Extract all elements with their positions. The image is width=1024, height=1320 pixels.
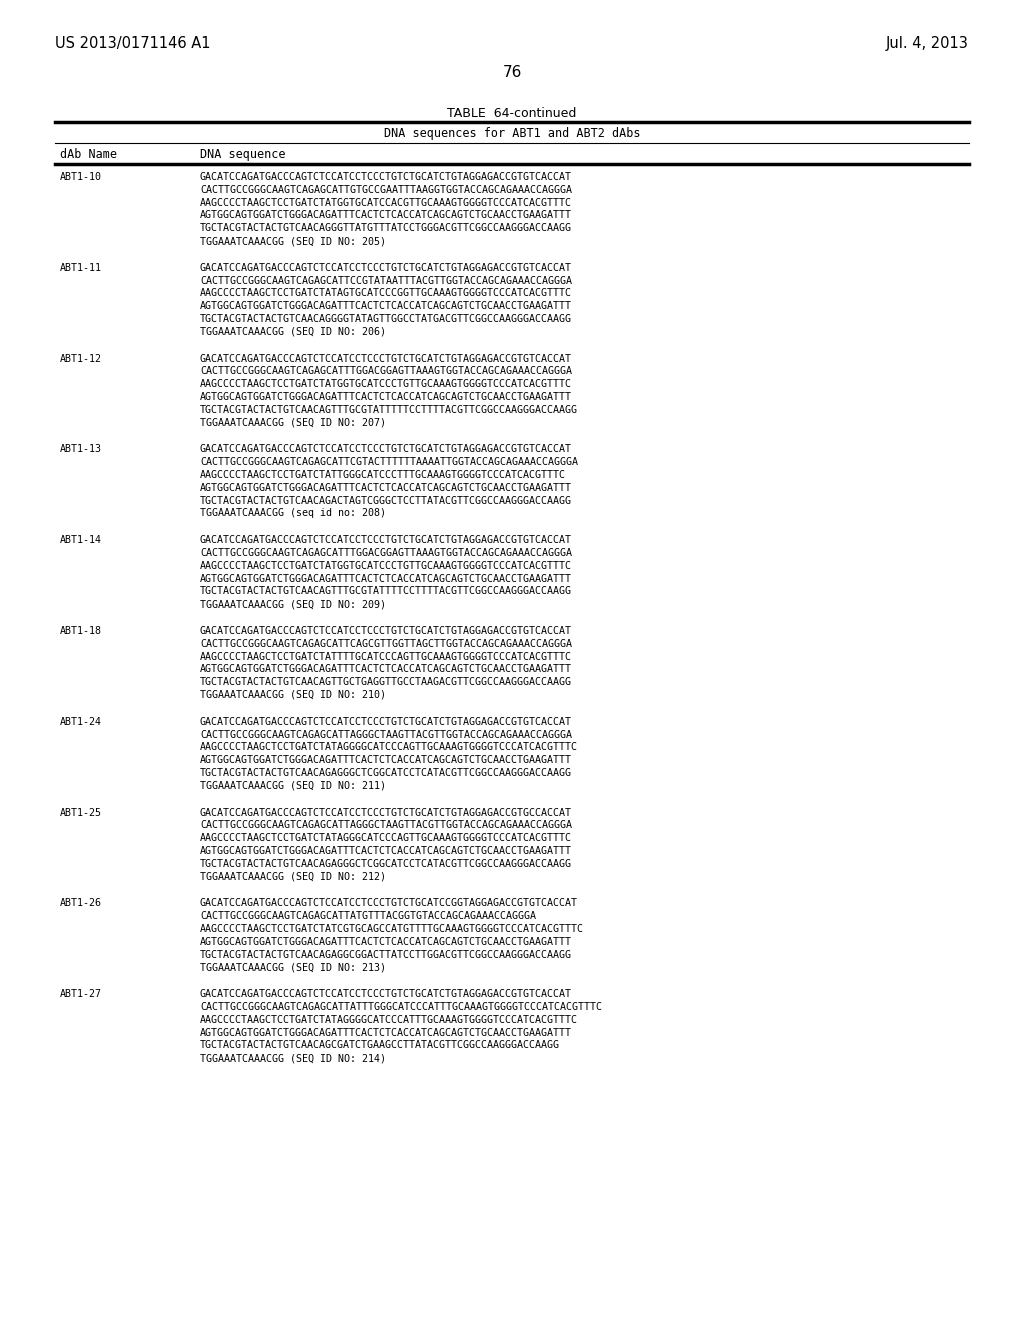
Text: TGCTACGTACTACTGTCAACAGAGGGCTCGGCATCCTCATACGTTCGGCCAAGGGACCAAGG: TGCTACGTACTACTGTCAACAGAGGGCTCGGCATCCTCAT…	[200, 859, 572, 869]
Text: CACTTGCCGGGCAAGTCAGAGCATTCAGCGTTGGTTAGCTTGGTACCAGCAGAAACCAGGGA: CACTTGCCGGGCAAGTCAGAGCATTCAGCGTTGGTTAGCT…	[200, 639, 572, 649]
Text: ABT1-10: ABT1-10	[60, 172, 102, 182]
Text: GACATCCAGATGACCCAGTCTCCATCCTCCCTGTCTGCATCTGTAGGAGACCGTGCCACCAT: GACATCCAGATGACCCAGTCTCCATCCTCCCTGTCTGCAT…	[200, 808, 572, 817]
Text: Jul. 4, 2013: Jul. 4, 2013	[886, 36, 969, 51]
Text: TGCTACGTACTACTGTCAACAGTTTGCGTATTTTCCTTTTACGTTCGGCCAAGGGACCAAGG: TGCTACGTACTACTGTCAACAGTTTGCGTATTTTCCTTTT…	[200, 586, 572, 597]
Text: CACTTGCCGGGCAAGTCAGAGCATTATGTTTACGGTGTACCAGCAGAAACCAGGGA: CACTTGCCGGGCAAGTCAGAGCATTATGTTTACGGTGTAC…	[200, 911, 536, 921]
Text: TGCTACGTACTACTGTCAACAGCGATCTGAAGCCTTATACGTTCGGCCAAGGGACCAAGG: TGCTACGTACTACTGTCAACAGCGATCTGAAGCCTTATAC…	[200, 1040, 560, 1051]
Text: AGTGGCAGTGGATCTGGGACAGATTTCACTCTCACCATCAGCAGTCTGCAACCTGAAGATTT: AGTGGCAGTGGATCTGGGACAGATTTCACTCTCACCATCA…	[200, 483, 572, 492]
Text: US 2013/0171146 A1: US 2013/0171146 A1	[55, 36, 211, 51]
Text: AGTGGCAGTGGATCTGGGACAGATTTCACTCTCACCATCAGCAGTCTGCAACCTGAAGATTT: AGTGGCAGTGGATCTGGGACAGATTTCACTCTCACCATCA…	[200, 574, 572, 583]
Text: GACATCCAGATGACCCAGTCTCCATCCTCCCTGTCTGCATCTGTAGGAGACCGTGTCACCAT: GACATCCAGATGACCCAGTCTCCATCCTCCCTGTCTGCAT…	[200, 717, 572, 727]
Text: TGGAAATCAAACGG (SEQ ID NO: 212): TGGAAATCAAACGG (SEQ ID NO: 212)	[200, 871, 386, 882]
Text: DNA sequences for ABT1 and ABT2 dAbs: DNA sequences for ABT1 and ABT2 dAbs	[384, 127, 640, 140]
Text: AAGCCCCTAAGCTCCTGATCTATTGGGCATCCCTTTGCAAAGTGGGGTCCCATCACGTTTC: AAGCCCCTAAGCTCCTGATCTATTGGGCATCCCTTTGCAA…	[200, 470, 566, 480]
Text: TGGAAATCAAACGG (SEQ ID NO: 207): TGGAAATCAAACGG (SEQ ID NO: 207)	[200, 417, 386, 428]
Text: DNA sequence: DNA sequence	[200, 148, 286, 161]
Text: GACATCCAGATGACCCAGTCTCCATCCTCCCTGTCTGCATCCGGTAGGAGACCGTGTCACCAT: GACATCCAGATGACCCAGTCTCCATCCTCCCTGTCTGCAT…	[200, 899, 578, 908]
Text: AGTGGCAGTGGATCTGGGACAGATTTCACTCTCACCATCAGCAGTCTGCAACCTGAAGATTT: AGTGGCAGTGGATCTGGGACAGATTTCACTCTCACCATCA…	[200, 937, 572, 946]
Text: AAGCCCCTAAGCTCCTGATCTATGGTGCATCCCTGTTGCAAAGTGGGGTCCCATCACGTTTC: AAGCCCCTAAGCTCCTGATCTATGGTGCATCCCTGTTGCA…	[200, 561, 572, 570]
Text: AGTGGCAGTGGATCTGGGACAGATTTCACTCTCACCATCAGCAGTCTGCAACCTGAAGATTT: AGTGGCAGTGGATCTGGGACAGATTTCACTCTCACCATCA…	[200, 210, 572, 220]
Text: AAGCCCCTAAGCTCCTGATCTATAGGGGCATCCCAGTTGCAAAGTGGGGTCCCATCACGTTTC: AAGCCCCTAAGCTCCTGATCTATAGGGGCATCCCAGTTGC…	[200, 742, 578, 752]
Text: CACTTGCCGGGCAAGTCAGAGCATTGTGCCGAATTTAAGGTGGTACCAGCAGAAACCAGGGA: CACTTGCCGGGCAAGTCAGAGCATTGTGCCGAATTTAAGG…	[200, 185, 572, 195]
Text: ABT1-27: ABT1-27	[60, 989, 102, 999]
Text: TGGAAATCAAACGG (seq id no: 208): TGGAAATCAAACGG (seq id no: 208)	[200, 508, 386, 519]
Text: AAGCCCCTAAGCTCCTGATCTATCGTGCAGCCATGTTTTGCAAAGTGGGGTCCCATCACGTTTC: AAGCCCCTAAGCTCCTGATCTATCGTGCAGCCATGTTTTG…	[200, 924, 584, 935]
Text: GACATCCAGATGACCCAGTCTCCATCCTCCCTGTCTGCATCTGTAGGAGACCGTGTCACCAT: GACATCCAGATGACCCAGTCTCCATCCTCCCTGTCTGCAT…	[200, 172, 572, 182]
Text: AGTGGCAGTGGATCTGGGACAGATTTCACTCTCACCATCAGCAGTCTGCAACCTGAAGATTT: AGTGGCAGTGGATCTGGGACAGATTTCACTCTCACCATCA…	[200, 846, 572, 855]
Text: AGTGGCAGTGGATCTGGGACAGATTTCACTCTCACCATCAGCAGTCTGCAACCTGAAGATTT: AGTGGCAGTGGATCTGGGACAGATTTCACTCTCACCATCA…	[200, 664, 572, 675]
Text: TGGAAATCAAACGG (SEQ ID NO: 211): TGGAAATCAAACGG (SEQ ID NO: 211)	[200, 781, 386, 791]
Text: TGCTACGTACTACTGTCAACAGTTGCTGAGGTTGCCTAAGACGTTCGGCCAAGGGACCAAGG: TGCTACGTACTACTGTCAACAGTTGCTGAGGTTGCCTAAG…	[200, 677, 572, 688]
Text: AAGCCCCTAAGCTCCTGATCTATGGTGCATCCACGTTGCAAAGTGGGGTCCCATCACGTTTC: AAGCCCCTAAGCTCCTGATCTATGGTGCATCCACGTTGCA…	[200, 198, 572, 207]
Text: ABT1-25: ABT1-25	[60, 808, 102, 817]
Text: CACTTGCCGGGCAAGTCAGAGCATTATTTGGGCATCCCATTTGCAAAGTGGGGTCCCATCACGTTTC: CACTTGCCGGGCAAGTCAGAGCATTATTTGGGCATCCCAT…	[200, 1002, 602, 1012]
Text: TGCTACGTACTACTGTCAACAGTTTGCGTATTTTTCCTTTTACGTTCGGCCAAGGGACCAAGG: TGCTACGTACTACTGTCAACAGTTTGCGTATTTTTCCTTT…	[200, 405, 578, 414]
Text: AAGCCCCTAAGCTCCTGATCTATAGTGCATCCCGGTTGCAAAGTGGGGTCCCATCACGTTTC: AAGCCCCTAAGCTCCTGATCTATAGTGCATCCCGGTTGCA…	[200, 288, 572, 298]
Text: ABT1-13: ABT1-13	[60, 445, 102, 454]
Text: ABT1-26: ABT1-26	[60, 899, 102, 908]
Text: CACTTGCCGGGCAAGTCAGAGCATTCGTACTTTTTTAAAATTGGTACCAGCAGAAACCAGGGA: CACTTGCCGGGCAAGTCAGAGCATTCGTACTTTTTTAAAA…	[200, 457, 578, 467]
Text: TGCTACGTACTACTGTCAACAGGGGTATAGTTGGCCTATGACGTTCGGCCAAGGGACCAAGG: TGCTACGTACTACTGTCAACAGGGGTATAGTTGGCCTATG…	[200, 314, 572, 323]
Text: GACATCCAGATGACCCAGTCTCCATCCTCCCTGTCTGCATCTGTAGGAGACCGTGTCACCAT: GACATCCAGATGACCCAGTCTCCATCCTCCCTGTCTGCAT…	[200, 445, 572, 454]
Text: AGTGGCAGTGGATCTGGGACAGATTTCACTCTCACCATCAGCAGTCTGCAACCTGAAGATTT: AGTGGCAGTGGATCTGGGACAGATTTCACTCTCACCATCA…	[200, 392, 572, 403]
Text: CACTTGCCGGGCAAGTCAGAGCATTAGGGCTAAGTTACGTTGGTACCAGCAGAAACCAGGGA: CACTTGCCGGGCAAGTCAGAGCATTAGGGCTAAGTTACGT…	[200, 730, 572, 739]
Text: TGGAAATCAAACGG (SEQ ID NO: 205): TGGAAATCAAACGG (SEQ ID NO: 205)	[200, 236, 386, 246]
Text: CACTTGCCGGGCAAGTCAGAGCATTAGGGCTAAGTTACGTTGGTACCAGCAGAAACCAGGGA: CACTTGCCGGGCAAGTCAGAGCATTAGGGCTAAGTTACGT…	[200, 821, 572, 830]
Text: TGCTACGTACTACTGTCAACAGAGGCGGACTTATCCTTGGACGTTCGGCCAAGGGACCAAGG: TGCTACGTACTACTGTCAACAGAGGCGGACTTATCCTTGG…	[200, 949, 572, 960]
Text: AAGCCCCTAAGCTCCTGATCTATAGGGGCATCCCATTTGCAAAGTGGGGTCCCATCACGTTTC: AAGCCCCTAAGCTCCTGATCTATAGGGGCATCCCATTTGC…	[200, 1015, 578, 1024]
Text: AGTGGCAGTGGATCTGGGACAGATTTCACTCTCACCATCAGCAGTCTGCAACCTGAAGATTT: AGTGGCAGTGGATCTGGGACAGATTTCACTCTCACCATCA…	[200, 1027, 572, 1038]
Text: AGTGGCAGTGGATCTGGGACAGATTTCACTCTCACCATCAGCAGTCTGCAACCTGAAGATTT: AGTGGCAGTGGATCTGGGACAGATTTCACTCTCACCATCA…	[200, 301, 572, 312]
Text: TGGAAATCAAACGG (SEQ ID NO: 206): TGGAAATCAAACGG (SEQ ID NO: 206)	[200, 327, 386, 337]
Text: GACATCCAGATGACCCAGTCTCCATCCTCCCTGTCTGCATCTGTAGGAGACCGTGTCACCAT: GACATCCAGATGACCCAGTCTCCATCCTCCCTGTCTGCAT…	[200, 626, 572, 636]
Text: TGGAAATCAAACGG (SEQ ID NO: 213): TGGAAATCAAACGG (SEQ ID NO: 213)	[200, 962, 386, 973]
Text: TABLE  64-continued: TABLE 64-continued	[447, 107, 577, 120]
Text: GACATCCAGATGACCCAGTCTCCATCCTCCCTGTCTGCATCTGTAGGAGACCGTGTCACCAT: GACATCCAGATGACCCAGTCTCCATCCTCCCTGTCTGCAT…	[200, 989, 572, 999]
Text: ABT1-24: ABT1-24	[60, 717, 102, 727]
Text: TGCTACGTACTACTGTCAACAGGGTTATGTTTATCCTGGGACGTTCGGCCAAGGGACCAAGG: TGCTACGTACTACTGTCAACAGGGTTATGTTTATCCTGGG…	[200, 223, 572, 234]
Text: AAGCCCCTAAGCTCCTGATCTATTTTGCATCCCAGTTGCAAAGTGGGGTCCCATCACGTTTC: AAGCCCCTAAGCTCCTGATCTATTTTGCATCCCAGTTGCA…	[200, 652, 572, 661]
Text: ABT1-12: ABT1-12	[60, 354, 102, 363]
Text: TGCTACGTACTACTGTCAACAGACTAGTCGGGCTCCTTATACGTTCGGCCAAGGGACCAAGG: TGCTACGTACTACTGTCAACAGACTAGTCGGGCTCCTTAT…	[200, 495, 572, 506]
Text: 76: 76	[503, 65, 521, 81]
Text: CACTTGCCGGGCAAGTCAGAGCATTCCGTATAATTTACGTTGGTACCAGCAGAAACCAGGGA: CACTTGCCGGGCAAGTCAGAGCATTCCGTATAATTTACGT…	[200, 276, 572, 285]
Text: CACTTGCCGGGCAAGTCAGAGCATTTGGACGGAGTTAAAGTGGTACCAGCAGAAACCAGGGA: CACTTGCCGGGCAAGTCAGAGCATTTGGACGGAGTTAAAG…	[200, 548, 572, 558]
Text: AAGCCCCTAAGCTCCTGATCTATGGTGCATCCCTGTTGCAAAGTGGGGTCCCATCACGTTTC: AAGCCCCTAAGCTCCTGATCTATGGTGCATCCCTGTTGCA…	[200, 379, 572, 389]
Text: ABT1-11: ABT1-11	[60, 263, 102, 273]
Text: AGTGGCAGTGGATCTGGGACAGATTTCACTCTCACCATCAGCAGTCTGCAACCTGAAGATTT: AGTGGCAGTGGATCTGGGACAGATTTCACTCTCACCATCA…	[200, 755, 572, 766]
Text: GACATCCAGATGACCCAGTCTCCATCCTCCCTGTCTGCATCTGTAGGAGACCGTGTCACCAT: GACATCCAGATGACCCAGTCTCCATCCTCCCTGTCTGCAT…	[200, 354, 572, 363]
Text: ABT1-14: ABT1-14	[60, 535, 102, 545]
Text: TGCTACGTACTACTGTCAACAGAGGGCTCGGCATCCTCATACGTTCGGCCAAGGGACCAAGG: TGCTACGTACTACTGTCAACAGAGGGCTCGGCATCCTCAT…	[200, 768, 572, 777]
Text: dAb Name: dAb Name	[60, 148, 117, 161]
Text: GACATCCAGATGACCCAGTCTCCATCCTCCCTGTCTGCATCTGTAGGAGACCGTGTCACCAT: GACATCCAGATGACCCAGTCTCCATCCTCCCTGTCTGCAT…	[200, 263, 572, 273]
Text: TGGAAATCAAACGG (SEQ ID NO: 214): TGGAAATCAAACGG (SEQ ID NO: 214)	[200, 1053, 386, 1063]
Text: GACATCCAGATGACCCAGTCTCCATCCTCCCTGTCTGCATCTGTAGGAGACCGTGTCACCAT: GACATCCAGATGACCCAGTCTCCATCCTCCCTGTCTGCAT…	[200, 535, 572, 545]
Text: ABT1-18: ABT1-18	[60, 626, 102, 636]
Text: AAGCCCCTAAGCTCCTGATCTATAGGGCATCCCAGTTGCAAAGTGGGGTCCCATCACGTTTC: AAGCCCCTAAGCTCCTGATCTATAGGGCATCCCAGTTGCA…	[200, 833, 572, 843]
Text: TGGAAATCAAACGG (SEQ ID NO: 210): TGGAAATCAAACGG (SEQ ID NO: 210)	[200, 690, 386, 700]
Text: CACTTGCCGGGCAAGTCAGAGCATTTGGACGGAGTTAAAGTGGTACCAGCAGAAACCAGGGA: CACTTGCCGGGCAAGTCAGAGCATTTGGACGGAGTTAAAG…	[200, 367, 572, 376]
Text: TGGAAATCAAACGG (SEQ ID NO: 209): TGGAAATCAAACGG (SEQ ID NO: 209)	[200, 599, 386, 610]
